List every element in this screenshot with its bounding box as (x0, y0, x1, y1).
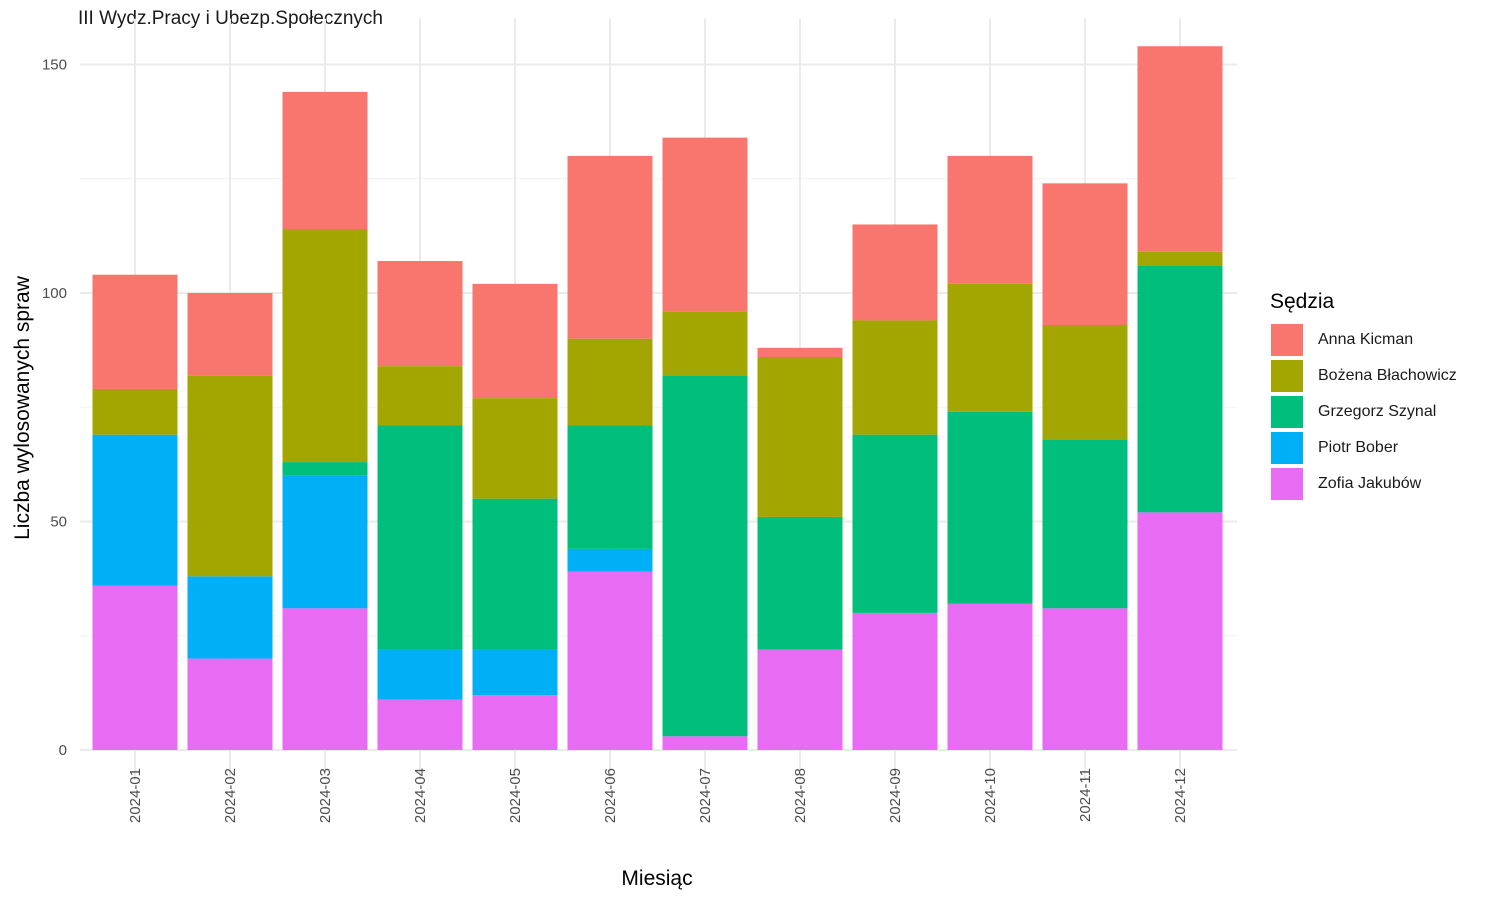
bar-segment (282, 229, 368, 463)
x-tick-labels: 2024-01 2024-02 2024-03 2024-04 2024-05 2024-… (127, 768, 1189, 823)
bar-segment (187, 375, 273, 577)
y-tick-label: 50 (50, 514, 67, 531)
legend: Sędzia Anna Kicman Bożena Błachowicz Grzeg… (1270, 290, 1457, 502)
x-tick-label: 2024-11 (1077, 768, 1094, 822)
x-tick-label: 2024-07 (697, 768, 714, 823)
y-tick-label: 150 (42, 57, 67, 74)
bar-segment (947, 283, 1033, 412)
bar-segment (92, 274, 178, 389)
bar-segment (282, 475, 368, 609)
x-tick-label: 2024-06 (602, 768, 619, 823)
legend-label: Piotr Bober (1318, 439, 1399, 456)
bar-segment (1137, 46, 1223, 252)
bar-segment (282, 608, 368, 750)
bar-segment (92, 585, 178, 750)
x-tick-label: 2024-03 (317, 768, 334, 823)
legend-item: Piotr Bober (1270, 430, 1457, 466)
bar-segment (1042, 183, 1128, 325)
bar-segment (472, 283, 558, 399)
bar-segment (567, 571, 653, 750)
bar-segment (377, 425, 463, 650)
bar-segment (662, 375, 748, 737)
bar-segment (1137, 265, 1223, 513)
legend-item: Bożena Błachowicz (1270, 358, 1457, 394)
y-tick-label: 100 (42, 285, 67, 302)
y-tick-labels: 0 50 100 150 (42, 57, 67, 760)
bar-segment (567, 548, 653, 572)
bar-segment (472, 695, 558, 750)
bar-segment (662, 311, 748, 376)
x-axis-title: Miesiąc (621, 867, 692, 890)
bar-segment (947, 603, 1033, 750)
bar-segment (472, 649, 558, 696)
legend-swatch (1270, 467, 1304, 501)
x-tick-label: 2024-12 (1172, 768, 1189, 823)
bar-segment (852, 434, 938, 613)
bar-segment (852, 320, 938, 435)
legend-swatch (1270, 323, 1304, 357)
bar-segment (947, 155, 1033, 284)
bar-segment (472, 498, 558, 650)
y-tick-label: 0 (59, 742, 67, 759)
legend-swatch (1270, 431, 1304, 465)
legend-item: Anna Kicman (1270, 322, 1457, 358)
x-tick-label: 2024-09 (887, 768, 904, 823)
bar-segment (1042, 439, 1128, 609)
legend-title: Sędzia (1270, 290, 1335, 313)
bar-segment (757, 516, 843, 650)
bar-segment (852, 612, 938, 750)
x-tick-label: 2024-02 (222, 768, 239, 823)
legend-label: Grzegorz Szynal (1318, 403, 1437, 420)
bar-segment (567, 338, 653, 426)
bar-segment (377, 366, 463, 426)
x-tick-label: 2024-08 (792, 768, 809, 823)
bar-segment (282, 462, 368, 476)
legend-swatch (1270, 395, 1304, 429)
legend-label: Zofia Jakubów (1318, 475, 1422, 492)
bar-segment (757, 649, 843, 750)
bar-segment (377, 699, 463, 750)
x-tick-label: 2024-05 (507, 768, 524, 823)
bar-segment (567, 155, 653, 339)
x-tick-label: 2024-10 (982, 768, 999, 823)
bar-segment (472, 398, 558, 499)
legend-label: Bożena Błachowicz (1318, 367, 1457, 384)
x-tick-label: 2024-04 (412, 768, 429, 823)
bars (92, 46, 1223, 750)
bar-segment (187, 576, 273, 659)
legend-items: Anna Kicman Bożena Błachowicz Grzegorz Szy… (1270, 322, 1457, 502)
legend-label: Anna Kicman (1318, 331, 1414, 348)
bar-segment (662, 137, 748, 312)
legend-item: Grzegorz Szynal (1270, 394, 1457, 430)
facet-title: III Wydz.Pracy i Ubezp.Społecznych (78, 8, 384, 29)
bar-segment (377, 649, 463, 700)
bar-segment (1042, 324, 1128, 440)
y-axis-title: Liczba wylosowanych spraw (11, 275, 34, 540)
x-tick-label: 2024-01 (127, 768, 144, 823)
bar-segment (1042, 608, 1128, 750)
bar-segment (1137, 251, 1223, 266)
bar-segment (377, 261, 463, 367)
bar-segment (92, 388, 178, 435)
bar-segment (567, 425, 653, 549)
bar-segment (947, 411, 1033, 604)
legend-swatch (1270, 359, 1304, 393)
bar-segment (187, 293, 273, 376)
bar-segment (187, 658, 273, 750)
legend-item: Zofia Jakubów (1270, 466, 1457, 502)
bar-segment (852, 224, 938, 321)
bar-segment (662, 736, 748, 750)
bar-segment (1137, 512, 1223, 750)
bar-segment (92, 434, 178, 586)
bar-segment (282, 91, 368, 230)
bar-segment (757, 356, 843, 517)
bar-segment (757, 347, 843, 357)
